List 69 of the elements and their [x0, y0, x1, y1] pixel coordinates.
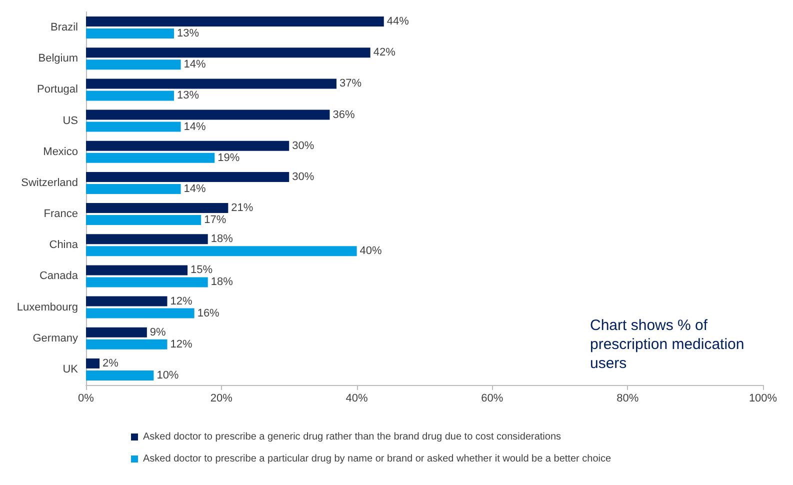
bar	[86, 172, 290, 182]
x-tick-label: 40%	[346, 392, 368, 404]
data-label: 30%	[292, 170, 314, 183]
bar	[86, 215, 202, 226]
bar	[86, 246, 357, 256]
x-tick-label: 60%	[481, 392, 504, 404]
data-label: 40%	[360, 245, 382, 258]
data-label: 19%	[218, 152, 240, 164]
bar	[86, 370, 154, 380]
y-tick-label: Germany	[32, 332, 78, 344]
y-tick-label: Luxembourg	[16, 301, 78, 314]
y-tick-label: Mexico	[43, 146, 78, 158]
data-label: 21%	[231, 202, 254, 214]
bar	[86, 234, 208, 244]
bar	[86, 16, 384, 27]
bar	[86, 140, 290, 151]
data-label: 15%	[190, 264, 213, 276]
data-label: 13%	[177, 28, 200, 40]
data-label: 14%	[184, 58, 206, 71]
legend-label: Asked doctor to prescribe a generic drug rather than the brand drug due to cost considerations	[143, 432, 562, 442]
bar	[86, 339, 168, 350]
bar	[86, 48, 370, 58]
x-tick-label: 0%	[78, 392, 94, 404]
data-label: 12%	[170, 295, 192, 308]
y-tick-label: France	[44, 208, 78, 220]
data-label: 14%	[184, 182, 206, 195]
data-label: 42%	[373, 46, 396, 59]
data-label: 9%	[150, 326, 166, 338]
data-label: 37%	[339, 78, 362, 90]
annotation: Chart shows % of prescription medication users	[590, 317, 748, 372]
data-label: 44%	[386, 16, 410, 28]
y-tick-label: US	[62, 114, 78, 127]
bar	[86, 184, 181, 194]
y-tick-label: Switzerland	[21, 176, 78, 189]
bar	[86, 122, 181, 132]
bar	[86, 110, 330, 120]
bar	[86, 90, 174, 101]
data-label: 16%	[197, 307, 220, 320]
x-tick-label: 20%	[210, 392, 233, 404]
bar	[86, 296, 168, 306]
data-label: 10%	[156, 369, 179, 382]
bar	[86, 327, 147, 338]
bar	[86, 78, 336, 89]
data-label: 18%	[210, 233, 234, 246]
y-tick-label: China	[49, 239, 79, 252]
data-label: 2%	[102, 357, 119, 370]
data-label: 17%	[204, 214, 226, 226]
y-tick-label: Brazil	[50, 22, 78, 34]
data-label: 12%	[170, 338, 192, 350]
bar	[86, 265, 188, 276]
bar	[86, 358, 100, 368]
data-label: 14%	[184, 120, 206, 133]
bar	[86, 203, 228, 214]
bar	[86, 277, 208, 288]
x-tick-label: 100%	[748, 392, 778, 404]
data-label: 18%	[210, 276, 234, 288]
data-label: 30%	[292, 140, 314, 152]
bar	[86, 308, 194, 318]
x-tick-label: 80%	[616, 392, 639, 404]
bar	[86, 60, 181, 70]
y-tick-label: Belgium	[38, 52, 78, 65]
y-tick-label: UK	[62, 363, 79, 376]
y-tick-label: Portugal	[37, 84, 78, 96]
data-label: 36%	[332, 108, 355, 121]
bar	[86, 152, 215, 163]
y-tick-label: Canada	[39, 270, 79, 282]
legend-label: Asked doctor to prescribe a particular drug by name or brand or asked whether it would be a better choice	[143, 454, 612, 464]
data-label: 13%	[177, 90, 200, 102]
bar	[86, 28, 174, 39]
